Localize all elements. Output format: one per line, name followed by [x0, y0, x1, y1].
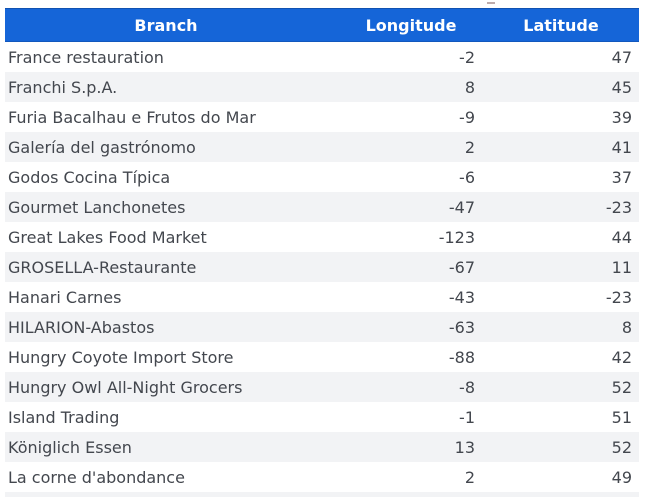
branch-cell: Godos Cocina Típica [8, 167, 171, 187]
longitude-cell: -88 [448, 347, 475, 367]
longitude-cell: 2 [464, 137, 475, 157]
longitude-cell: 8 [464, 77, 475, 97]
branch-cell: Great Lakes Food Market [8, 227, 207, 247]
table-row[interactable]: Gourmet Lanchonetes -47 -23 [5, 192, 639, 222]
branch-cell: Königlich Essen [8, 437, 132, 457]
longitude-cell: -63 [448, 317, 475, 337]
longitude-cell: -2 [459, 47, 475, 67]
table-row[interactable]: Furia Bacalhau e Frutos do Mar -9 39 [5, 102, 639, 132]
table-row[interactable]: Franchi S.p.A. 8 45 [5, 72, 639, 102]
table-header-row: Branch Longitude Latitude [5, 8, 639, 42]
latitude-cell: 45 [611, 77, 632, 97]
latitude-cell: -23 [605, 197, 632, 217]
longitude-cell: -67 [448, 257, 475, 277]
column-header-branch[interactable]: Branch [134, 15, 198, 35]
longitude-cell: 13 [454, 437, 475, 457]
table-row[interactable]: Galería del gastrónomo 2 41 [5, 132, 639, 162]
branch-cell: GROSELLA-Restaurante [8, 257, 197, 277]
latitude-cell: -23 [605, 287, 632, 307]
table-row[interactable]: HILARION-Abastos -63 8 [5, 312, 639, 342]
longitude-cell: -123 [438, 227, 475, 247]
latitude-cell: 52 [611, 377, 632, 397]
branch-cell: Island Trading [8, 407, 120, 427]
branch-cell: Furia Bacalhau e Frutos do Mar [8, 107, 256, 127]
branch-cell: Hanari Carnes [8, 287, 122, 307]
latitude-cell: 42 [611, 347, 632, 367]
column-header-latitude[interactable]: Latitude [523, 15, 599, 35]
table-row[interactable]: France restauration -2 47 [5, 42, 639, 72]
table-row[interactable]: La corne d'abondance 2 49 [5, 462, 639, 492]
longitude-cell: -6 [459, 167, 475, 187]
partial-clipped-row [5, 492, 639, 497]
latitude-cell: 47 [611, 47, 632, 67]
longitude-cell: -8 [459, 377, 475, 397]
latitude-cell: 52 [611, 437, 632, 457]
branch-cell: Hungry Coyote Import Store [8, 347, 234, 367]
screen-artifact [487, 2, 495, 4]
table-row[interactable]: Hanari Carnes -43 -23 [5, 282, 639, 312]
table-row[interactable]: Island Trading -1 51 [5, 402, 639, 432]
latitude-cell: 39 [611, 107, 632, 127]
table-body: France restauration -2 47 Franchi S.p.A. 8 45… [5, 42, 639, 492]
longitude-cell: -47 [448, 197, 475, 217]
latitude-cell: 41 [611, 137, 632, 157]
table-row[interactable]: Godos Cocina Típica -6 37 [5, 162, 639, 192]
table-row[interactable]: Great Lakes Food Market -123 44 [5, 222, 639, 252]
latitude-cell: 49 [611, 467, 632, 487]
table-row[interactable]: Hungry Coyote Import Store -88 42 [5, 342, 639, 372]
latitude-cell: 51 [611, 407, 632, 427]
column-header-longitude[interactable]: Longitude [365, 15, 457, 35]
branches-table: Branch Longitude Latitude France restaur… [5, 8, 639, 497]
branch-cell: France restauration [8, 47, 164, 67]
longitude-cell: -1 [459, 407, 475, 427]
table-row[interactable]: Königlich Essen 13 52 [5, 432, 639, 462]
branch-cell: La corne d'abondance [8, 467, 185, 487]
latitude-cell: 11 [611, 257, 632, 277]
longitude-cell: 2 [464, 467, 475, 487]
latitude-cell: 44 [611, 227, 632, 247]
branch-cell: HILARION-Abastos [8, 317, 155, 337]
latitude-cell: 8 [621, 317, 632, 337]
branch-cell: Franchi S.p.A. [8, 77, 118, 97]
longitude-cell: -9 [459, 107, 475, 127]
latitude-cell: 37 [611, 167, 632, 187]
branch-cell: Galería del gastrónomo [8, 137, 196, 157]
longitude-cell: -43 [448, 287, 475, 307]
branch-cell: Gourmet Lanchonetes [8, 197, 186, 217]
branch-cell: Hungry Owl All-Night Grocers [8, 377, 243, 397]
table-row[interactable]: Hungry Owl All-Night Grocers -8 52 [5, 372, 639, 402]
table-row[interactable]: GROSELLA-Restaurante -67 11 [5, 252, 639, 282]
